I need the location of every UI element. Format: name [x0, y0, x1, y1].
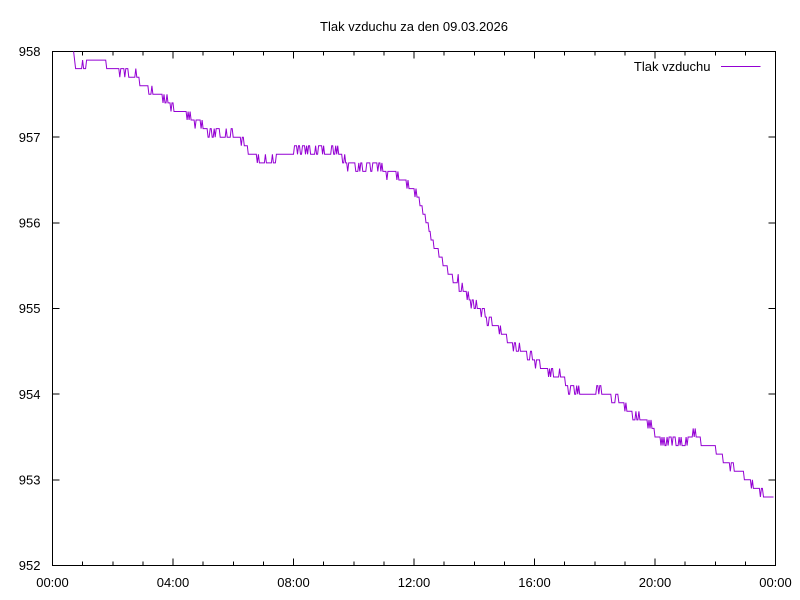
svg-text:957: 957 [19, 130, 41, 145]
svg-text:08:00: 08:00 [277, 575, 310, 590]
svg-text:Tlak vzduchu: Tlak vzduchu [634, 59, 711, 74]
svg-text:16:00: 16:00 [518, 575, 551, 590]
svg-text:952: 952 [19, 558, 41, 573]
svg-text:Tlak vzduchu za den 09.03.2026: Tlak vzduchu za den 09.03.2026 [320, 19, 508, 34]
svg-text:12:00: 12:00 [398, 575, 431, 590]
svg-text:955: 955 [19, 301, 41, 316]
svg-text:00:00: 00:00 [36, 575, 69, 590]
svg-text:954: 954 [19, 387, 41, 402]
svg-text:953: 953 [19, 473, 41, 488]
svg-text:956: 956 [19, 216, 41, 231]
svg-text:20:00: 20:00 [639, 575, 672, 590]
svg-text:958: 958 [19, 44, 41, 59]
svg-text:04:00: 04:00 [157, 575, 190, 590]
svg-text:00:00: 00:00 [759, 575, 792, 590]
